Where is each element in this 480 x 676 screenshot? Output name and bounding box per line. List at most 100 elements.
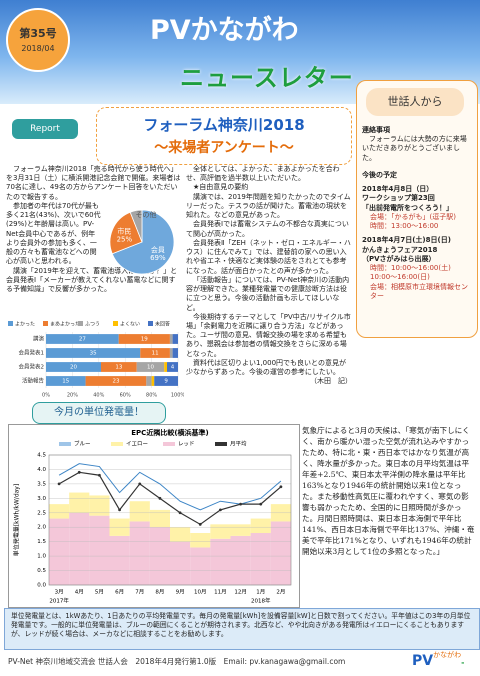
bar-segment bbox=[169, 334, 173, 344]
pie-slice bbox=[111, 209, 175, 275]
pie-label: 市民 bbox=[117, 226, 131, 235]
schedule-heading: 今後の予定 bbox=[362, 170, 397, 179]
events: 2018年4月8日（日） ワークショップ第23回 「出前発電所をつくろう！」 会場：「… bbox=[362, 185, 472, 301]
yellow-band bbox=[129, 501, 150, 522]
x-tick-label: 4月 bbox=[75, 589, 84, 596]
header-title: PVかながわ bbox=[150, 15, 299, 46]
average-point bbox=[279, 485, 283, 489]
sidebar-content: 連絡事項 フォーラムには大勢の方に来場いただきありがとうございました。 今後の予… bbox=[362, 126, 472, 332]
event: 2018年4月7日(土)8日(日) かんきょうフェア2018 （PVさがみはら出展）… bbox=[362, 236, 472, 301]
event-line: 会場：相模原市立環境情報センター bbox=[370, 282, 468, 300]
paragraph: （木田 記） bbox=[310, 377, 352, 386]
red-band bbox=[250, 533, 271, 585]
x-tick-label: 60% bbox=[120, 393, 131, 399]
report-title: フォーラム神奈川2018 bbox=[143, 116, 305, 134]
x-tick-label: 10月 bbox=[194, 589, 207, 596]
x-tick-label: 20% bbox=[67, 393, 78, 399]
report-tag: Report bbox=[12, 119, 78, 139]
logo-net: -Net bbox=[461, 658, 465, 667]
legend-swatch bbox=[113, 321, 118, 326]
yellow-band bbox=[69, 492, 90, 513]
yellow-band bbox=[170, 527, 191, 542]
sidebar-box bbox=[356, 80, 478, 338]
red-band bbox=[129, 521, 150, 585]
paragraph: 「活動報告」については、PV-Net神奈川の活動内容が理解できた。業種発電量での… bbox=[186, 275, 350, 312]
y-tick-label: 会員発表1 bbox=[19, 349, 45, 357]
bar-segment bbox=[118, 334, 170, 344]
red-band bbox=[230, 535, 251, 585]
bar-segment bbox=[172, 348, 178, 358]
average-line bbox=[58, 471, 282, 526]
y-tick-label: 3.0 bbox=[37, 496, 46, 502]
red-band bbox=[89, 515, 110, 585]
event-detail: （PVさがみはら出展） bbox=[362, 254, 436, 263]
bar-value-label: 4 bbox=[171, 365, 175, 371]
average-point bbox=[239, 502, 242, 506]
x-tick-label: 2月 bbox=[276, 589, 285, 596]
bar-segment bbox=[101, 362, 137, 372]
paragraph: 参加者の年代は70代が最も多く21名(43%)、次いで60代(29%)と年齢層は… bbox=[6, 201, 101, 266]
yellow-band bbox=[190, 533, 211, 548]
y-tick-label: 3.5 bbox=[37, 481, 46, 487]
event-line: 時間：10:00～16:00(土) bbox=[370, 264, 451, 273]
y-tick-label: 講演 bbox=[33, 335, 45, 343]
average-point bbox=[118, 508, 121, 512]
y-tick-label: 0.5 bbox=[37, 568, 46, 574]
pie-value-label: 69% bbox=[150, 254, 166, 262]
legend-swatch bbox=[78, 321, 83, 326]
red-band bbox=[170, 541, 191, 585]
x-tick-label: 1月 bbox=[256, 589, 265, 596]
chart-title: EPC近隣比較(横浜基準) bbox=[131, 428, 208, 437]
yellow-band bbox=[210, 524, 231, 539]
x-tick-label: 12月 bbox=[234, 589, 247, 596]
legend-label: イエロー bbox=[126, 441, 148, 448]
yellow-band bbox=[89, 495, 110, 516]
paragraph: 講演「2019年を迎えて、蓄電池導入は必要か？」と会員発表Ⅰ「メーカーが教えてく… bbox=[6, 266, 178, 294]
bar-value-label: 27 bbox=[79, 337, 86, 343]
legend-label: ブルー bbox=[74, 440, 91, 448]
monthly-label: 今月の単位発電量！ bbox=[32, 402, 166, 424]
bar-value-label: 10 bbox=[147, 365, 154, 371]
average-point bbox=[98, 473, 101, 477]
y-tick-label: 会員発表2 bbox=[19, 363, 45, 371]
event-line: 会場：「かるがも」(逗子駅) bbox=[370, 212, 456, 221]
bar-segment bbox=[140, 348, 170, 358]
event-date: 2018年4月7日(土)8日(日) bbox=[362, 236, 451, 245]
x-tick-label: 11月 bbox=[214, 589, 227, 596]
average-point bbox=[138, 482, 142, 486]
event: 2018年4月8日（日） ワークショップ第23回 「出前発電所をつくろう！」 会場：「… bbox=[362, 185, 472, 231]
event-name: ワークショップ第23回 bbox=[362, 194, 435, 203]
sidebar-title: 世話人から bbox=[366, 88, 464, 116]
legend-label: ふつう bbox=[85, 322, 100, 328]
average-point bbox=[77, 470, 81, 474]
red-band bbox=[210, 538, 231, 585]
bar-segment bbox=[154, 376, 178, 386]
bar-segment bbox=[136, 362, 165, 372]
event-date: 2018年4月8日（日） bbox=[362, 185, 434, 194]
red-band bbox=[69, 512, 90, 585]
y-tick-label: 活動報告 bbox=[22, 377, 45, 385]
bar-value-label: 35 bbox=[90, 351, 97, 357]
y-tick-label: 2.5 bbox=[37, 510, 46, 516]
x-tick-label: 8月 bbox=[155, 589, 164, 596]
issue-badge: 第35号 2018/04 bbox=[6, 8, 70, 72]
y-tick-label: 2.0 bbox=[37, 525, 46, 531]
logo-sub: かながわ bbox=[433, 651, 462, 659]
middle-column: 全体としては、よかった、まあよかったを合わせ、高評価を過半数以上いただいた。 ★自… bbox=[186, 165, 352, 410]
average-point bbox=[178, 511, 182, 515]
year-label: 2017年 bbox=[49, 597, 69, 605]
bar-segment bbox=[169, 348, 173, 358]
note-box: 単位発電量とは、1kWあたり、1日あたりの平均発電量です。毎月の発電量[kWh]… bbox=[4, 608, 480, 650]
paragraph: 全体としては、よかった、まあよかったを合わせ、高評価を過半数以上いただいた。 bbox=[186, 165, 340, 183]
x-tick-label: 0% bbox=[42, 393, 50, 399]
bar-value-label: 20 bbox=[70, 365, 77, 371]
report-subtitle: ～来場者アンケート～ bbox=[154, 140, 294, 156]
pie-label: 会員 bbox=[151, 245, 165, 254]
paragraph: 講演では、2019年問題を知りたかったのでタイムリーだった。テスラの話が聞けた。… bbox=[186, 192, 351, 220]
bar-value-label: 19 bbox=[141, 337, 148, 343]
y-tick-label: 1.5 bbox=[37, 539, 46, 545]
red-band bbox=[109, 535, 130, 585]
legend-label: よくない bbox=[120, 321, 140, 328]
logo-pv: PV bbox=[412, 653, 434, 669]
